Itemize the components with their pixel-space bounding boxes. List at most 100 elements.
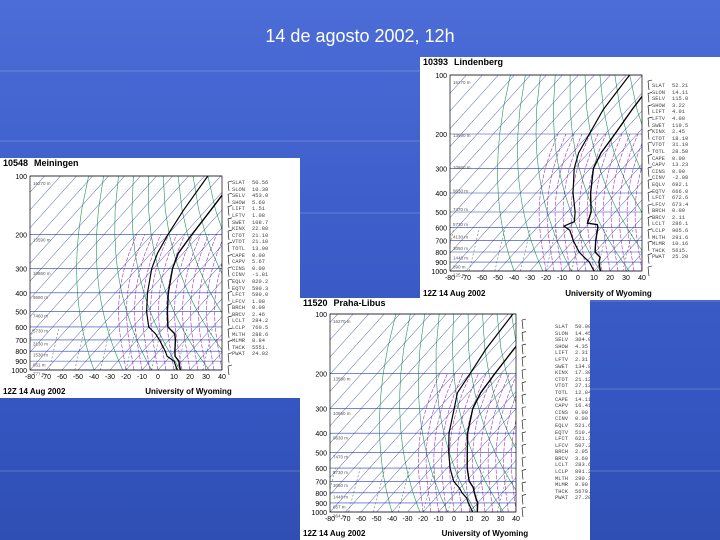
index-row: CINS 0.00 [555,410,590,417]
height-label: 7470 m [453,207,468,212]
index-row: BRCH 2.05 [555,449,590,456]
index-value: 0.00 [672,168,685,175]
moist-adiabat-line [174,234,193,370]
index-value: 672.6 [672,195,689,202]
index-row: LFCV 673.4 [652,202,688,209]
temperature-tick-label: -70 [340,516,350,523]
footer-source: University of Wyoming [145,387,232,396]
index-key: LCLT [652,221,665,228]
index-value: 0.00 [672,155,685,162]
index-row: SLAT 50.56 [232,180,268,187]
wind-barb-flag [227,242,233,244]
isotherm-line [173,316,222,370]
wind-barb-flag [227,352,233,355]
index-key: LFCV [555,442,568,449]
moist-adiabat-line [158,234,177,370]
wind-barb [647,266,650,277]
wind-barb-flag [227,192,233,195]
isotherm-line [497,110,642,271]
index-value: -2.08 [672,175,689,182]
isotherm-line [30,176,93,246]
index-value: 0.00 [252,252,265,259]
isotherm-line [391,373,516,512]
stability-indices: SLAT 50.00 SLON 14.45 SELV 304.0 SHOW 4.35 LIFT 2… [555,324,590,502]
wind-barb [521,382,524,392]
wind-barb-flag [521,418,527,421]
index-key: LIFT [232,206,245,213]
temperature-profile [586,95,642,271]
index-value: 673.4 [672,201,689,208]
index-key: SLAT [555,324,568,330]
index-row: LIFT 1.51 [232,206,268,213]
isotherm-line [513,128,642,271]
index-key: CINV [652,175,665,182]
index-value: 590.3 [252,285,269,292]
moist-adiabat-line [578,133,599,271]
dry-adiabat-line [535,75,572,271]
wind-barb [521,445,524,455]
moist-adiabat-line [417,373,440,512]
mixing-ratio-line [30,326,34,344]
temperature-tick-label: -70 [41,374,51,381]
moist-adiabat-line [546,133,567,271]
index-row: TOTL 12.84 [555,390,590,397]
height-label: 1530 m [33,353,48,358]
isotherm-line [330,314,447,444]
dry-adiabat-line [162,176,222,351]
index-key: LCLP [555,469,568,476]
height-label: 3050 m [453,246,468,251]
dry-adiabat-line [148,176,210,370]
isotherm-line [330,314,431,427]
index-row: LCLT 283.6 [555,462,590,469]
wind-barb [227,218,230,228]
temperature-tick-label: -60 [57,374,67,381]
height-label: 10860 m [453,165,471,170]
moist-adiabat-line [425,373,448,512]
index-key: BRCV [652,214,665,221]
index-row: CTOT 21.12 [555,377,590,384]
index-row: SWET 108.7 [232,220,268,227]
wind-barb [521,370,524,380]
pressure-tick-label: 900 [435,260,447,267]
index-row: VTOT 27.12 [555,383,590,390]
isotherm-line [125,262,222,370]
index-row: LFTV 1.08 [232,213,268,220]
temperature-tick-label: 0 [576,275,580,282]
index-key: MLTH [652,234,665,241]
index-key: LFCT [555,436,568,443]
wind-barb [227,341,230,351]
temperature-tick-label: -50 [493,275,503,282]
isotherm-line [593,217,642,271]
wind-barb [647,105,650,115]
index-key: SLAT [652,83,665,89]
index-row: TOTL 13.00 [232,246,268,253]
wind-barb [227,181,230,192]
pressure-tick-label: 700 [435,239,447,246]
index-row: CINV -2.08 [652,175,688,182]
wind-barb [227,316,230,326]
height-label: 9630 m [333,435,348,440]
index-row: CAPE 14.11 [555,397,590,404]
wind-barb [227,243,230,253]
temperature-tick-label: 20 [186,374,194,381]
index-value: 521.6 [575,422,590,429]
index-value: 24.02 [252,351,269,358]
wind-barb [647,130,650,140]
index-row: CAPV 13.23 [652,162,688,169]
pressure-tick-label: 800 [315,491,327,498]
index-row: EQTV 666.0 [652,189,688,196]
wind-barb [647,167,650,177]
index-row: CINS 0.00 [652,169,688,176]
isotherm-line [189,334,222,370]
index-value: 13.00 [252,245,269,252]
index-key: SHOW [652,102,665,109]
moist-adiabat-line [554,133,575,271]
index-value: 1.08 [252,212,265,219]
index-row: SLAT 52.21 [652,83,688,90]
pressure-tick-label: 400 [15,291,27,298]
wind-barb-flag [227,340,233,342]
index-row: LIFT 4.01 [652,109,688,116]
index-key: CAPE [652,155,665,162]
wind-barb-flag [647,216,653,218]
index-value: 50.00 [575,324,590,330]
